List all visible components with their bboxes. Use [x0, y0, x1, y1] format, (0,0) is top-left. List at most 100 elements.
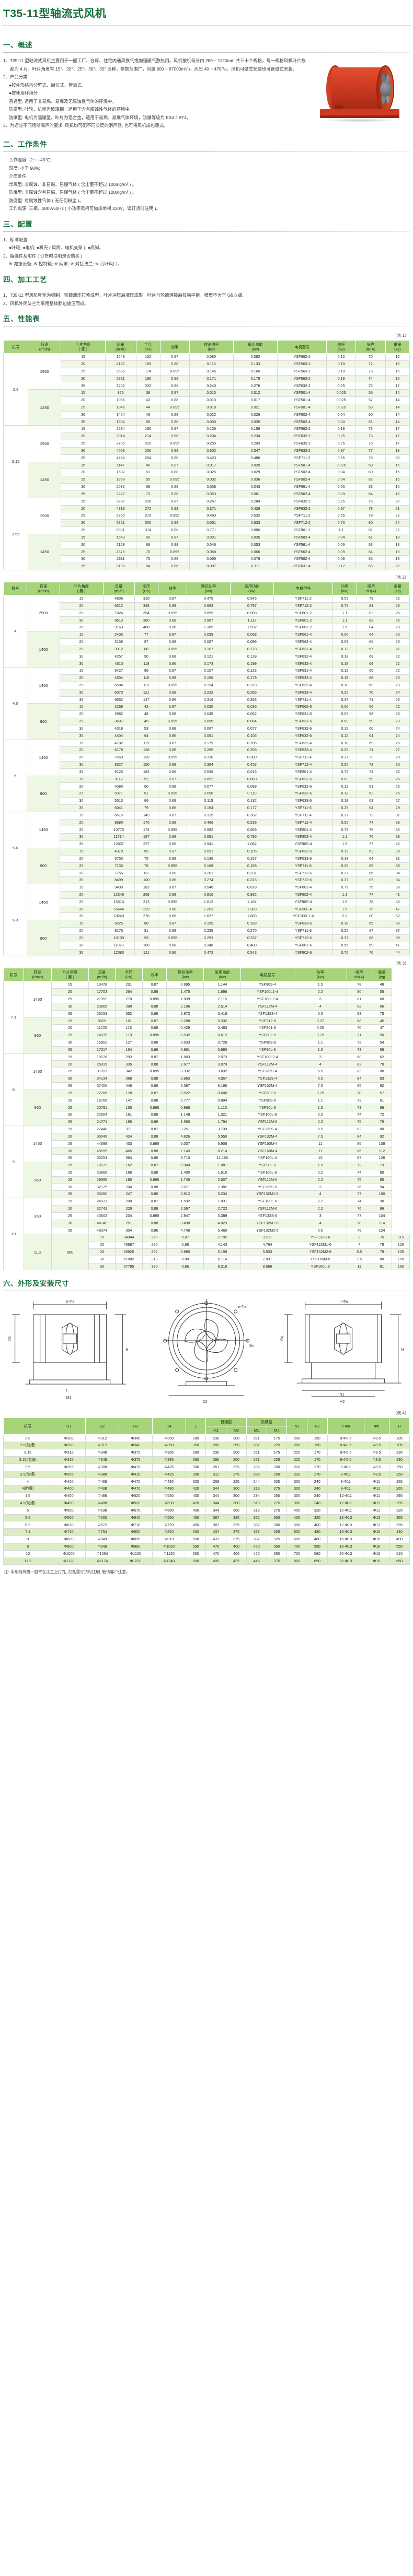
cell-value: 65 [134, 847, 159, 856]
cell-value: 56 [356, 703, 386, 711]
cell-value: 8690 [102, 818, 135, 827]
table-row: 20 4090 60 0.88 0.077 0.089 YSF632-6 0.12 61 26 [4, 782, 410, 791]
cell-value: 72 [346, 1162, 372, 1169]
cell-value: 101 [115, 1017, 143, 1025]
cell-value: Φ800 [119, 1528, 153, 1537]
cell-value: 0.204 [189, 432, 234, 441]
cell-value: 1.637 [186, 912, 231, 921]
cell-value: 0.105 [230, 732, 274, 740]
cell-value: 261 [246, 1456, 267, 1464]
cell-value: 0.255 [189, 440, 234, 448]
cell-value: 76 [346, 1183, 372, 1191]
cell-value: 72 [346, 1038, 372, 1047]
cell-value: YSF711-4 [273, 696, 334, 704]
cell-value: 264 [115, 988, 143, 997]
process-line-1: 1、T35-11 型风机叶轮为钢制，轮毂液压拉伸成型，叶片冲压后液压成形，叶片与… [3, 292, 247, 298]
cell-value: 9.566 [240, 1262, 294, 1271]
cell-value: 0.86 [142, 1154, 167, 1163]
table-row: 25 7824 354 0.895 0.859 0.988 YSF801-2 1.1 82 25 [4, 609, 410, 617]
cell-value: 80 [346, 988, 372, 997]
cell-value: YSF132M1-6 [240, 1219, 294, 1227]
svg-text:H: H [126, 1348, 129, 1352]
cell-value: 0.87 [159, 461, 190, 470]
cell-value: 293 [115, 1053, 143, 1061]
cell-value: 174 [134, 826, 159, 834]
cell-value: 0.04 [326, 418, 356, 426]
cell-value: 0.337 [230, 934, 274, 942]
cell-value: 368 [115, 1075, 143, 1083]
cell-value: 250 [266, 1492, 288, 1500]
cell-value: 25 [385, 775, 410, 783]
cell-value: 62 [355, 476, 386, 484]
cell-value: 20 [51, 1060, 89, 1069]
cell-value: 4090 [102, 782, 135, 791]
cell-value: Φ8.5 [363, 1434, 390, 1443]
cell-value: 270 [115, 996, 143, 1003]
cell-value: 352 [115, 1010, 143, 1018]
cell-value: 1649 [105, 353, 136, 361]
cell-value: 1.1 [332, 616, 357, 625]
cell-value: 30 [59, 724, 104, 733]
cell-value: 26 [385, 616, 410, 625]
cell-value: 74 [355, 374, 386, 383]
cell-value: 9.710 [166, 1154, 204, 1163]
cell-value: YSF631-4 [277, 563, 327, 570]
cell-value: 0.55 [293, 1024, 347, 1033]
table-row: 35 4404 64 0.86 0.091 0.105 YSF632-6 0.12 61 24 [4, 732, 410, 740]
cell-value: 320 [185, 1478, 206, 1486]
perf-col-header: 风量 (m³/h) [88, 968, 116, 982]
cell-value: 0.86 [158, 912, 187, 921]
cell-value: 0.940 [166, 1162, 204, 1169]
cell-value: 74 [346, 1198, 372, 1206]
cell-rpm: 1450 [27, 884, 60, 921]
cell-value: 0.88 [142, 1096, 167, 1105]
cell-value: 0.380 [230, 754, 274, 762]
cell-value: 3.5(防爆) [3, 1470, 53, 1479]
cell-value: YSF160M-4 [240, 1140, 294, 1148]
cell-value: 3.832 [203, 1068, 242, 1076]
cell-value: 1.560 [166, 1118, 204, 1126]
perf-col-header: 功率 (kw) [293, 968, 347, 982]
cell-value: 2.2 [293, 1176, 347, 1184]
cell-value: 25 [61, 548, 106, 556]
cell-value: 48595 [88, 1147, 116, 1155]
cell-value: 4454 [105, 454, 136, 462]
cell-value: 82 [356, 609, 386, 617]
cell-value: 0.012 [233, 389, 278, 397]
cell-value: 400 [226, 1550, 247, 1558]
cell-value: 0.86 [142, 1226, 167, 1235]
table-row: 9 1450 15 27448 371 0.87 3.251 3.739 YSF132S-4 5.… [3, 1125, 410, 1199]
cell-value: 4.557 [203, 1075, 242, 1083]
cell-value: 3 [293, 1183, 347, 1191]
cell-value: 236 [135, 497, 160, 506]
cell-value: 6.908 [203, 1140, 242, 1148]
cell-value: 53 [135, 469, 160, 477]
cell-value: 360 [134, 616, 159, 625]
cell-value: 0.88 [159, 483, 190, 491]
cell-value: 0.031 [189, 533, 234, 542]
cell-value: 4.5(防爆) [3, 1499, 53, 1507]
cell-value: 44699 [88, 1140, 116, 1148]
cell-value: 15 [51, 1125, 89, 1133]
cell-value: 6.007 [166, 1140, 204, 1148]
cell-value: 3912 [102, 645, 135, 653]
cell-value: 0.895 [158, 609, 187, 617]
table-row: 3.15 Φ315 Φ348 Φ375 Φ385 280 236 200 211 175 220 17… [3, 1449, 410, 1457]
cell-value: 0.123 [230, 667, 274, 675]
cell-value: 319 [246, 1485, 267, 1493]
cell-value: 0.86 [159, 563, 190, 570]
cell-value: Φ710 [119, 1521, 153, 1529]
cell-value: 0.86 [159, 418, 190, 426]
cell-value: 12-Φ11 [327, 1499, 364, 1507]
cell-value: 0.232 [186, 688, 231, 697]
cell-value: 310 [134, 594, 159, 603]
cell-value: 15 [61, 461, 106, 470]
cell-value: YSF132M1-6 [293, 1241, 347, 1249]
cell-value: 34944 [115, 1234, 143, 1242]
cell-value: 20 [385, 563, 410, 570]
cell-value: 0.859 [186, 609, 231, 617]
cell-value: 1.149 [166, 1111, 204, 1119]
cell-value: 0.18 [326, 367, 356, 376]
cell-model: 7.1 [3, 981, 24, 1054]
cell-value: 0.04 [326, 469, 356, 477]
